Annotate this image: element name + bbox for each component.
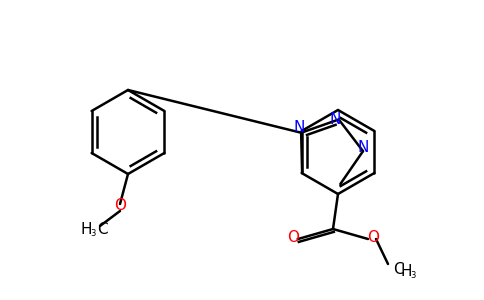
Text: N: N [294, 119, 305, 134]
Text: N: N [329, 112, 340, 127]
Text: C: C [393, 262, 403, 277]
Text: 3: 3 [410, 272, 416, 280]
Text: O: O [114, 199, 126, 214]
Text: O: O [367, 230, 379, 244]
Text: H: H [400, 265, 412, 280]
Text: O: O [287, 230, 299, 244]
Text: C: C [97, 223, 107, 238]
Text: 3: 3 [91, 229, 96, 238]
Text: H: H [80, 223, 92, 238]
Text: N: N [357, 140, 369, 155]
